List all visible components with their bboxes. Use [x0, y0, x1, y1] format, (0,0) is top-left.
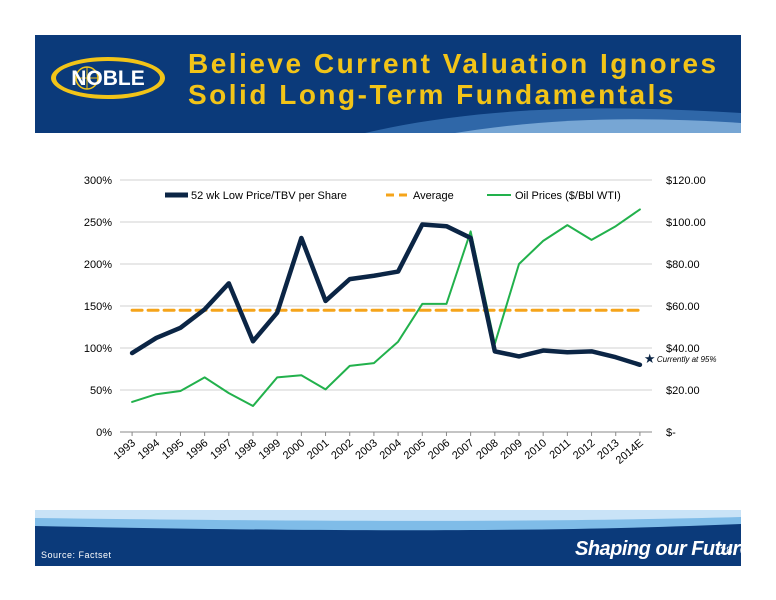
x-tick-label: 2009 — [498, 437, 524, 462]
legend-label-average: Average — [413, 190, 454, 202]
tagline: Shaping our Future — [575, 538, 751, 560]
x-tick-label: 2011 — [547, 437, 573, 461]
page-number: 28 — [720, 545, 733, 557]
x-tick-label: 2006 — [426, 437, 452, 462]
x-tick-label: 2010 — [523, 437, 549, 462]
y-left-tick-label: 100% — [84, 343, 112, 355]
y-left-tick-label: 150% — [84, 301, 112, 313]
title-line-1: Believe Current Valuation Ignores — [188, 48, 719, 79]
x-tick-label: 1995 — [160, 437, 186, 462]
legend-label-price: 52 wk Low Price/TBV per Share — [191, 190, 347, 202]
y-axis-left: 0% 50% 100% 150% 200% 250% 300% — [84, 175, 112, 439]
y-left-tick-label: 300% — [84, 175, 112, 187]
series-lines — [129, 208, 643, 407]
x-axis: 1993199419951996199719981999200020012002… — [112, 432, 646, 467]
x-tick-label: 2001 — [305, 437, 331, 462]
x-tick-label: 1999 — [257, 437, 283, 462]
y-right-tick-label: $100.00 — [666, 217, 706, 229]
series-line-oil — [131, 208, 641, 407]
footer-bar — [35, 510, 741, 566]
slide-title: Believe Current Valuation Ignores Solid … — [188, 48, 738, 110]
y-right-tick-label: $120.00 — [666, 175, 706, 187]
x-tick-label: 2012 — [571, 437, 597, 462]
footer-swoosh — [35, 510, 741, 531]
banner-swoosh — [365, 108, 741, 133]
x-tick-label: 2008 — [474, 437, 500, 462]
x-tick-label: 2005 — [402, 437, 428, 462]
y-left-tick-label: 50% — [90, 385, 112, 397]
x-tick-label: 1993 — [112, 437, 138, 462]
x-tick-label: 1998 — [232, 437, 258, 462]
x-tick-label: 1997 — [208, 437, 234, 462]
y-axis-right: $- $20.00 $40.00 $60.00 $80.00 $100.00 $120.00 — [666, 175, 706, 439]
x-tick-label: 2007 — [450, 437, 476, 462]
x-tick-label: 1994 — [136, 437, 162, 462]
x-tick-label: 2004 — [378, 437, 404, 462]
annotation-text: Currently at 95% — [657, 355, 717, 364]
annotation: ★ Currently at 95% — [644, 351, 717, 366]
x-tick-label: 2014E — [614, 437, 646, 467]
gridlines — [120, 179, 652, 433]
y-left-tick-label: 200% — [84, 259, 112, 271]
legend-label-oil: Oil Prices ($/Bbl WTI) — [515, 190, 621, 202]
logo-text: NOBLE — [71, 67, 145, 90]
y-left-tick-label: 250% — [84, 217, 112, 229]
title-line-2: Solid Long-Term Fundamentals — [188, 79, 676, 110]
series-line-price — [129, 222, 643, 368]
x-tick-label: 1996 — [184, 437, 210, 462]
x-tick-label: 2000 — [281, 437, 307, 462]
y-right-tick-label: $60.00 — [666, 301, 700, 313]
chart: 0% 50% 100% 150% 200% 250% 300% $- $20.00 $40.00… — [84, 175, 717, 467]
globe-icon: NOBLE — [49, 55, 167, 101]
annotation-star-icon: ★ — [644, 351, 656, 366]
y-left-tick-label: 0% — [96, 427, 112, 439]
y-right-tick-label: $- — [666, 427, 676, 439]
noble-logo: NOBLE — [44, 52, 172, 109]
y-right-tick-label: $80.00 — [666, 259, 700, 271]
x-tick-label: 2003 — [353, 437, 379, 462]
x-tick-label: 2002 — [329, 437, 355, 462]
source-note: Source: Factset — [41, 550, 112, 560]
legend: 52 wk Low Price/TBV per Share Average Oi… — [165, 190, 621, 202]
y-right-tick-label: $20.00 — [666, 385, 700, 397]
y-right-tick-label: $40.00 — [666, 343, 700, 355]
